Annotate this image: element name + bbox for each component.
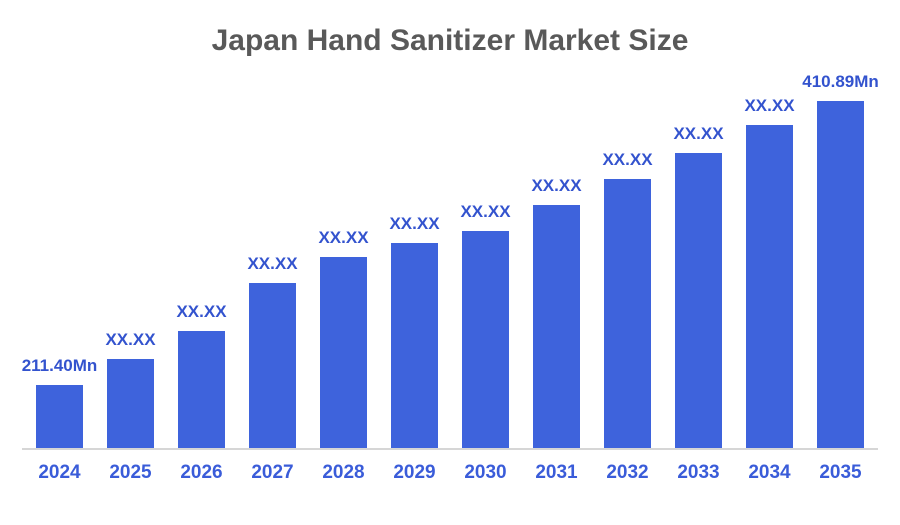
bar-column-2031: XX.XX [531,176,582,448]
bar-value-label: XX.XX [744,96,795,115]
bar-value-label: XX.XX [247,254,298,273]
bar-column-2035: 410.89Mn [802,72,879,448]
bar-2025 [107,359,154,448]
bar-2031 [533,205,580,448]
bar-column-2030: XX.XX [460,202,511,448]
bar-column-2034: XX.XX [744,96,795,448]
bar-2028 [320,257,367,448]
x-axis-ticks: 2024 2025 2026 2027 2028 2029 2030 2031 2032 2033… [0,462,900,484]
bar-column-2027: XX.XX [247,254,298,448]
bar-column-2024: 211.40Mn [22,356,97,448]
x-tick-2032: 2032 [606,462,649,483]
bar-value-label: XX.XX [602,150,653,169]
bar-value-label: XX.XX [318,228,369,247]
x-tick-2028: 2028 [322,462,365,483]
x-tick-2025: 2025 [109,462,152,483]
bar-2035 [817,101,864,448]
bar-value-label: XX.XX [105,330,156,349]
x-tick-2030: 2030 [464,462,507,483]
bar-value-label: XX.XX [673,124,724,143]
x-tick-2029: 2029 [393,462,436,483]
x-tick-2024: 2024 [38,462,81,483]
bar-column-2026: XX.XX [176,302,227,448]
bar-2026 [178,331,225,448]
bar-2033 [675,153,722,448]
bar-2034 [746,125,793,448]
bar-value-label: XX.XX [176,302,227,321]
bar-2030 [462,231,509,448]
bar-value-label: 211.40Mn [21,356,98,375]
bar-column-2032: XX.XX [602,150,653,448]
bar-column-2033: XX.XX [673,124,724,448]
bar-2032 [604,179,651,448]
x-tick-2027: 2027 [251,462,294,483]
bar-value-label: 410.89Mn [802,72,879,91]
plot-area: 211.40Mn XX.XX XX.XX XX.XX XX.XX XX.XX XX.XX XX… [0,68,900,448]
x-tick-2033: 2033 [677,462,720,483]
bar-column-2029: XX.XX [389,214,440,448]
bar-value-label: XX.XX [531,176,582,195]
bar-2029 [391,243,438,448]
bar-column-2028: XX.XX [318,228,369,448]
x-tick-2031: 2031 [535,462,578,483]
bar-2027 [249,283,296,448]
bar-column-2025: XX.XX [105,330,156,448]
chart-title: Japan Hand Sanitizer Market Size [211,24,689,57]
x-tick-2035: 2035 [819,462,862,483]
x-tick-2034: 2034 [748,462,791,483]
bar-2024 [36,385,83,448]
bar-value-label: XX.XX [389,214,440,233]
x-axis-line [22,448,878,450]
x-tick-2026: 2026 [180,462,223,483]
bar-value-label: XX.XX [460,202,511,221]
